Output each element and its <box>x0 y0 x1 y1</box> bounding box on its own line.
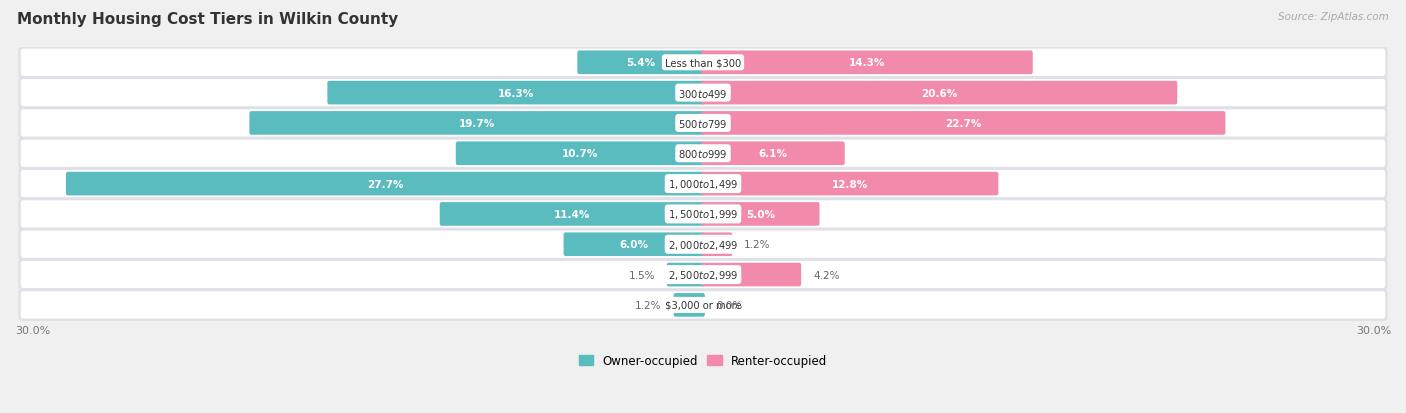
Text: 1.2%: 1.2% <box>636 300 662 310</box>
Text: 10.7%: 10.7% <box>562 149 599 159</box>
Text: 1.5%: 1.5% <box>628 270 655 280</box>
FancyBboxPatch shape <box>328 82 704 105</box>
FancyBboxPatch shape <box>18 229 1388 261</box>
Text: $2,000 to $2,499: $2,000 to $2,499 <box>668 238 738 251</box>
FancyBboxPatch shape <box>21 110 1385 137</box>
FancyBboxPatch shape <box>18 108 1388 140</box>
Text: 22.7%: 22.7% <box>945 119 981 128</box>
FancyBboxPatch shape <box>18 77 1388 109</box>
FancyBboxPatch shape <box>702 203 820 226</box>
Text: $1,000 to $1,499: $1,000 to $1,499 <box>668 178 738 191</box>
Text: 20.6%: 20.6% <box>921 88 957 98</box>
FancyBboxPatch shape <box>456 142 704 166</box>
FancyBboxPatch shape <box>21 50 1385 77</box>
FancyBboxPatch shape <box>18 198 1388 230</box>
Text: $3,000 or more: $3,000 or more <box>665 300 741 310</box>
FancyBboxPatch shape <box>66 172 704 196</box>
FancyBboxPatch shape <box>702 112 1226 135</box>
FancyBboxPatch shape <box>702 172 998 196</box>
Text: 1.2%: 1.2% <box>744 240 770 249</box>
Text: Source: ZipAtlas.com: Source: ZipAtlas.com <box>1278 12 1389 22</box>
FancyBboxPatch shape <box>702 82 1177 105</box>
FancyBboxPatch shape <box>21 171 1385 198</box>
FancyBboxPatch shape <box>702 263 801 287</box>
Text: Less than $300: Less than $300 <box>665 58 741 68</box>
Text: 27.7%: 27.7% <box>367 179 404 189</box>
Text: 0.0%: 0.0% <box>717 300 742 310</box>
FancyBboxPatch shape <box>702 233 733 256</box>
Text: 4.2%: 4.2% <box>813 270 839 280</box>
FancyBboxPatch shape <box>249 112 704 135</box>
FancyBboxPatch shape <box>702 51 1033 75</box>
Text: 19.7%: 19.7% <box>458 119 495 128</box>
Text: 5.0%: 5.0% <box>745 209 775 219</box>
Text: 30.0%: 30.0% <box>15 325 51 335</box>
FancyBboxPatch shape <box>18 168 1388 200</box>
FancyBboxPatch shape <box>18 259 1388 291</box>
Text: $300 to $499: $300 to $499 <box>678 88 728 100</box>
FancyBboxPatch shape <box>21 292 1385 319</box>
FancyBboxPatch shape <box>21 201 1385 228</box>
FancyBboxPatch shape <box>21 140 1385 168</box>
Text: $2,500 to $2,999: $2,500 to $2,999 <box>668 268 738 281</box>
Text: 6.1%: 6.1% <box>758 149 787 159</box>
FancyBboxPatch shape <box>21 80 1385 107</box>
FancyBboxPatch shape <box>564 233 704 256</box>
Text: $500 to $799: $500 to $799 <box>678 118 728 130</box>
Text: 12.8%: 12.8% <box>831 179 868 189</box>
Text: 14.3%: 14.3% <box>849 58 886 68</box>
Text: $800 to $999: $800 to $999 <box>678 148 728 160</box>
FancyBboxPatch shape <box>18 47 1388 79</box>
FancyBboxPatch shape <box>702 142 845 166</box>
Text: 11.4%: 11.4% <box>554 209 591 219</box>
Text: 16.3%: 16.3% <box>498 88 534 98</box>
Text: 5.4%: 5.4% <box>627 58 655 68</box>
FancyBboxPatch shape <box>18 138 1388 170</box>
FancyBboxPatch shape <box>440 203 704 226</box>
Text: 6.0%: 6.0% <box>620 240 648 249</box>
Text: 30.0%: 30.0% <box>1355 325 1391 335</box>
FancyBboxPatch shape <box>578 51 704 75</box>
Text: Monthly Housing Cost Tiers in Wilkin County: Monthly Housing Cost Tiers in Wilkin Cou… <box>17 12 398 27</box>
FancyBboxPatch shape <box>18 289 1388 321</box>
FancyBboxPatch shape <box>673 293 704 317</box>
Legend: Owner-occupied, Renter-occupied: Owner-occupied, Renter-occupied <box>574 350 832 372</box>
FancyBboxPatch shape <box>666 263 704 287</box>
FancyBboxPatch shape <box>21 231 1385 258</box>
Text: $1,500 to $1,999: $1,500 to $1,999 <box>668 208 738 221</box>
FancyBboxPatch shape <box>21 261 1385 289</box>
